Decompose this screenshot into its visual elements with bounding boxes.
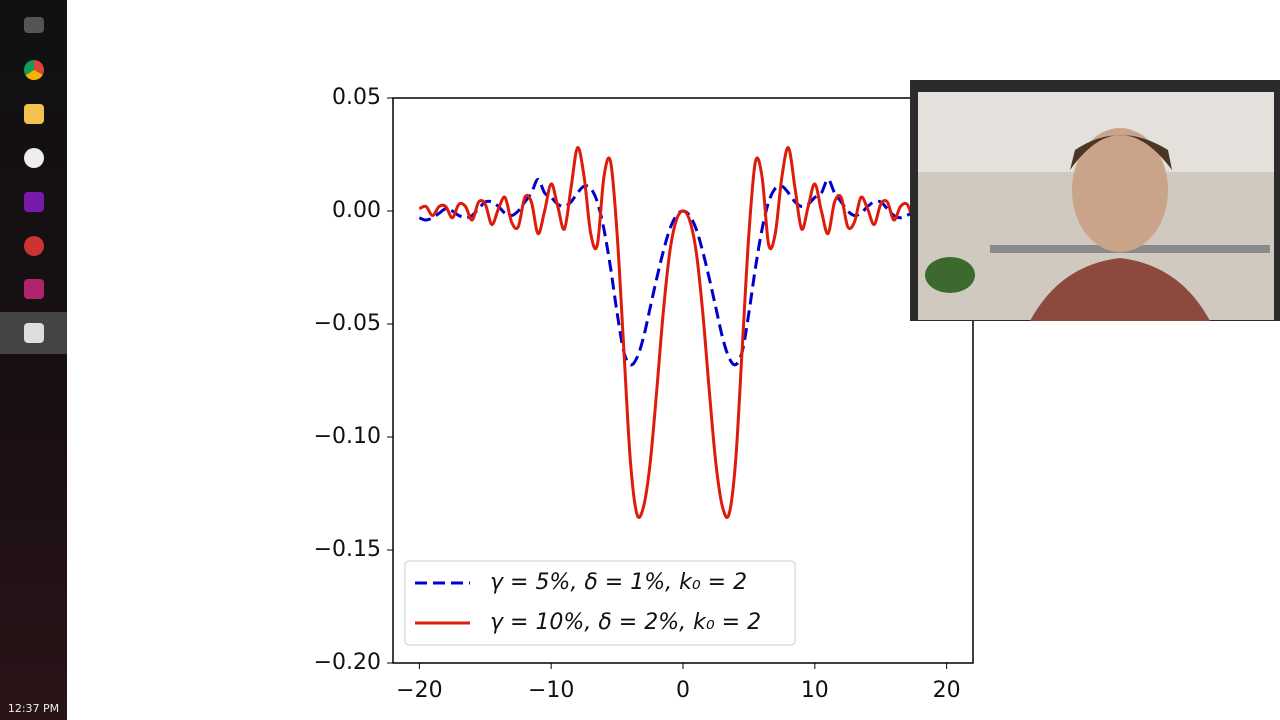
onenote-icon[interactable] — [24, 192, 44, 212]
x-tick-label: −10 — [528, 678, 574, 703]
y-tick-label: −0.10 — [314, 424, 381, 449]
x-tick-label: 20 — [933, 678, 961, 703]
plot-frame — [392, 97, 974, 664]
webcam-overlay — [910, 80, 1280, 321]
y-tick-label: −0.05 — [314, 311, 381, 336]
clock: 12:37 PM — [7, 702, 60, 715]
x-tick-label: −20 — [396, 678, 442, 703]
taskbar: 12:37 PM — [0, 0, 67, 720]
series-line — [418, 146, 948, 519]
x-tick-label: 0 — [676, 678, 690, 703]
photos-icon[interactable] — [24, 323, 44, 343]
y-tick-label: 0.05 — [332, 85, 381, 110]
x-tick-label: 10 — [801, 678, 829, 703]
chrome-icon[interactable] — [24, 60, 44, 80]
legend-label: γ = 5%, δ = 1%, k₀ = 2 — [490, 570, 747, 595]
y-tick-label: 0.00 — [332, 198, 381, 223]
app-icon[interactable] — [24, 236, 44, 256]
webcam-image — [918, 92, 1274, 321]
video-icon[interactable] — [24, 279, 44, 299]
slack-icon[interactable] — [24, 148, 44, 168]
legend-box — [404, 560, 796, 646]
explorer-icon[interactable] — [24, 104, 44, 124]
y-tick-label: −0.15 — [314, 537, 381, 562]
legend-label: γ = 10%, δ = 2%, k₀ = 2 — [490, 610, 761, 635]
task-view-icon[interactable] — [24, 17, 44, 33]
y-tick-label: −0.20 — [314, 650, 381, 675]
